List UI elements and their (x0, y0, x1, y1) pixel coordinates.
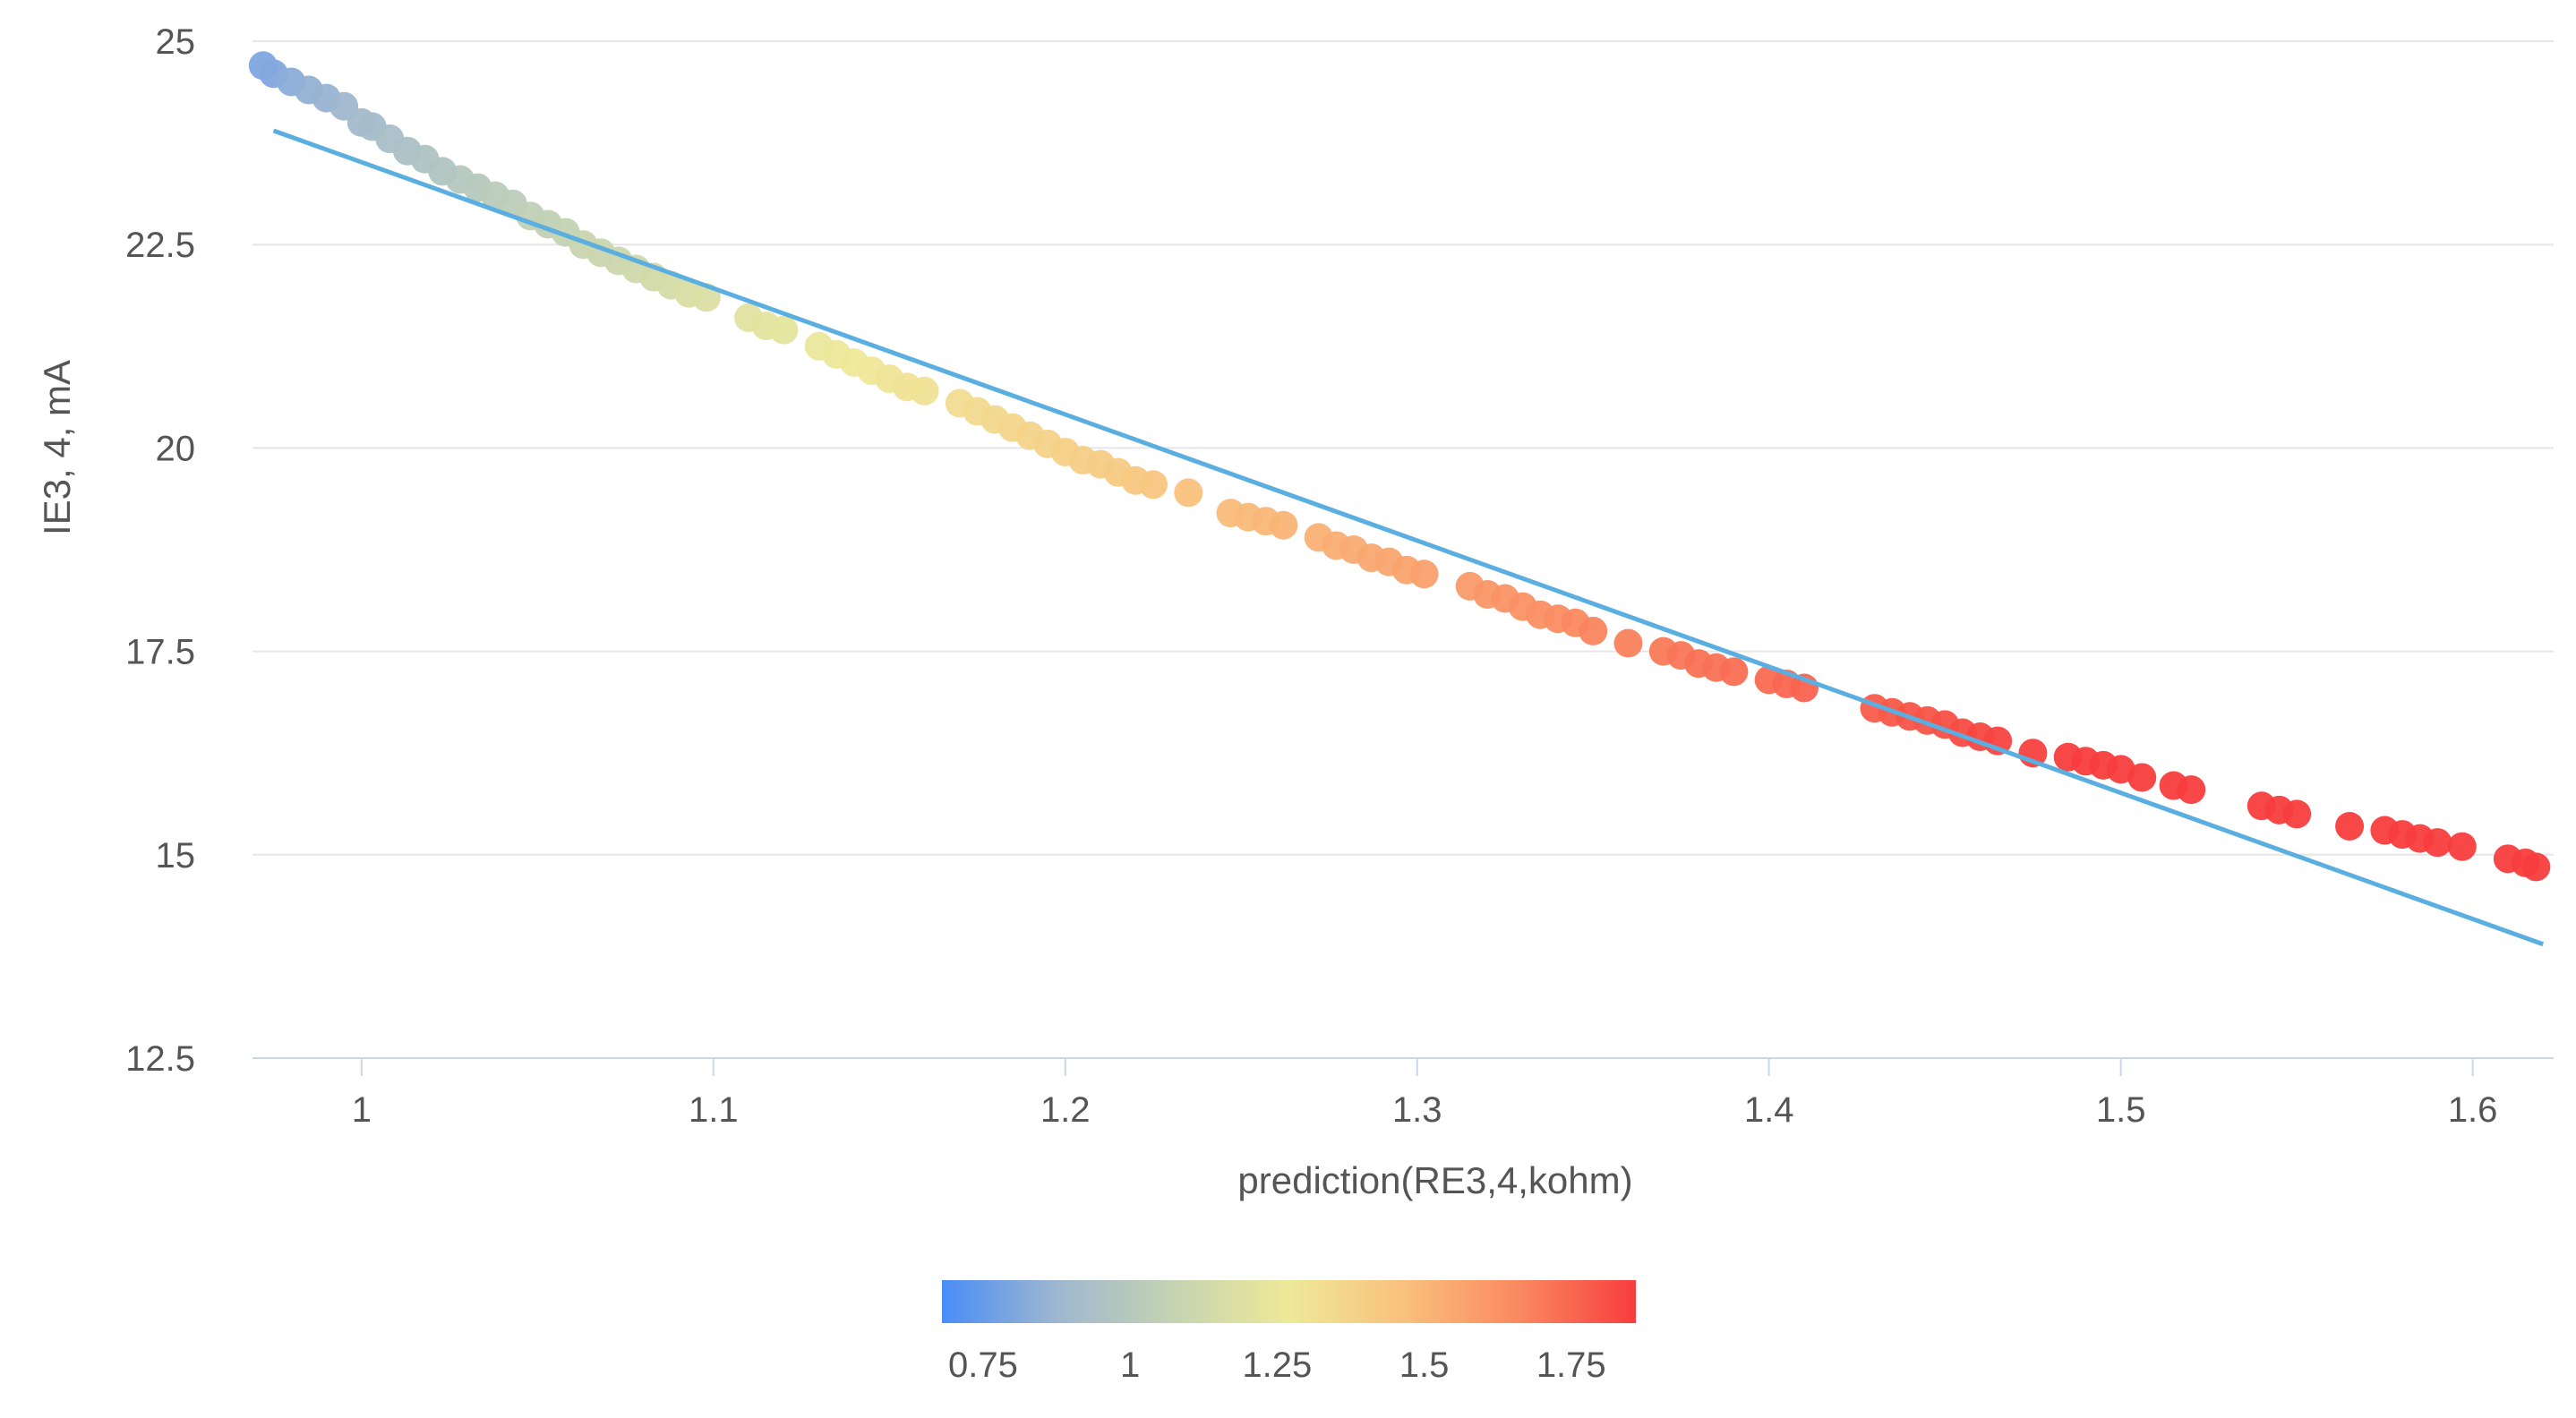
scatter-points[interactable] (248, 51, 2551, 882)
scatter-point[interactable] (1613, 628, 1643, 658)
x-tick-label: 1.4 (1744, 1090, 1794, 1130)
scatter-point[interactable] (1174, 478, 1203, 508)
x-tick-label: 1 (352, 1090, 372, 1130)
y-axis-title: IE3, 4, mA (36, 360, 78, 535)
scatter-point[interactable] (2282, 799, 2312, 829)
y-axis: 25 22.5 20 17.5 15 12.5 (125, 22, 195, 1079)
scatter-point[interactable] (2177, 775, 2206, 805)
color-axis-tick-label: 1 (1120, 1345, 1140, 1385)
y-tick-label: 25 (156, 22, 196, 62)
scatter-point[interactable] (2335, 811, 2365, 841)
scatter-point[interactable] (2127, 763, 2157, 792)
color-axis-gradient-bar (942, 1280, 1636, 1323)
scatter-point[interactable] (2423, 828, 2452, 858)
x-axis: 1 1.1 1.2 1.3 1.4 1.5 1.6 (252, 1057, 2554, 1130)
y-tick-label: 12.5 (125, 1039, 195, 1079)
x-tick-label: 1.2 (1040, 1090, 1091, 1130)
scatter-point[interactable] (1579, 616, 1608, 645)
grid-lines (252, 40, 2554, 1059)
color-axis-tick-label: 0.75 (948, 1345, 1018, 1385)
y-tick-label: 17.5 (125, 633, 195, 672)
x-tick-label: 1.1 (689, 1090, 739, 1130)
scatter-point[interactable] (1138, 470, 1168, 500)
x-tick-label: 1.6 (2448, 1090, 2498, 1130)
color-axis-tick-label: 1.5 (1399, 1345, 1450, 1385)
x-axis-title: prediction(RE3,4,kohm) (1237, 1159, 1632, 1201)
y-tick-label: 20 (156, 429, 196, 468)
scatter-point[interactable] (2521, 852, 2551, 882)
x-tick-label: 1.5 (2096, 1090, 2146, 1130)
trend-line-path (272, 128, 2545, 947)
color-axis-legend: 0.75 1 1.25 1.5 1.75 (942, 1280, 1636, 1385)
trend-line (272, 128, 2545, 947)
scatter-point[interactable] (1269, 510, 1298, 540)
scatter-point[interactable] (1719, 657, 1749, 687)
y-tick-label: 22.5 (125, 226, 195, 265)
x-tick-label: 1.3 (1392, 1090, 1442, 1130)
color-axis-tick-label: 1.25 (1242, 1345, 1312, 1385)
color-axis-tick-label: 1.75 (1536, 1345, 1606, 1385)
scatter-point[interactable] (769, 315, 799, 345)
y-tick-label: 15 (156, 836, 196, 876)
scatter-point[interactable] (910, 376, 939, 406)
scatter-point[interactable] (2447, 832, 2477, 861)
scatter-point[interactable] (1409, 560, 1439, 589)
